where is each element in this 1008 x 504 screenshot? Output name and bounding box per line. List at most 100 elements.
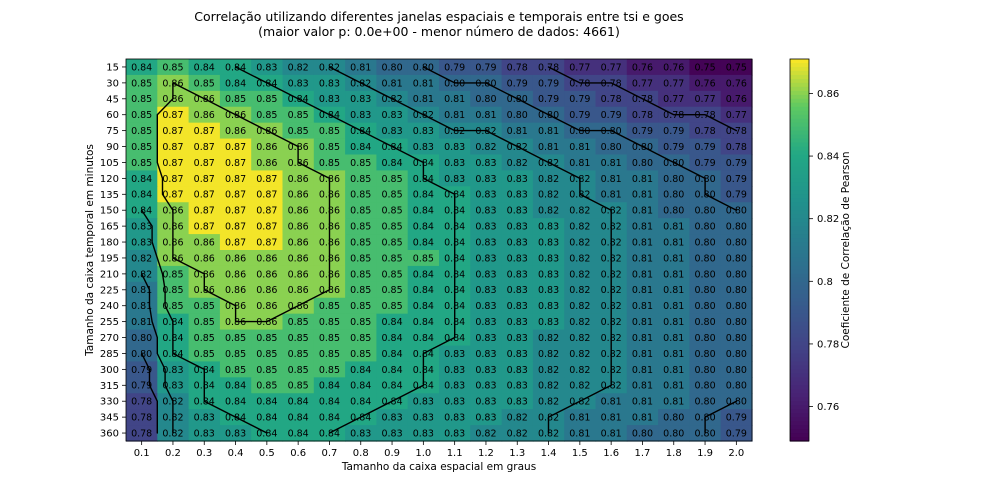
heatmap-cell [407,313,440,331]
cell-value-label: 0.83 [507,222,528,233]
heatmap-cell [470,170,503,187]
cell-value-label: 0.77 [663,94,684,105]
heatmap-cell [376,281,409,299]
heatmap-cell [282,281,315,299]
heatmap-cell [345,170,377,187]
heatmap-cell [126,74,158,92]
colorbar-strip [790,142,809,148]
cell-value-label: 0.82 [444,126,465,137]
colorbar-strip [790,186,809,191]
heatmap-cell [720,234,753,251]
cell-value-label: 0.83 [350,428,371,439]
heatmap-cell [219,202,252,219]
x-tick-label: 1.2 [478,448,494,459]
cell-value-label: 0.81 [632,206,653,217]
cell-value-label: 0.83 [475,381,496,392]
heatmap-cell [626,329,659,347]
cell-value-label: 0.83 [381,110,402,121]
cell-value-label: 0.84 [288,428,309,439]
cell-value-label: 0.84 [444,285,465,296]
cell-value-label: 0.79 [131,365,152,376]
cell-value-label: 0.80 [601,126,622,137]
cell-value-label: 0.87 [194,158,215,169]
cell-value-label: 0.83 [131,222,152,233]
colorbar-strip [790,397,809,402]
cell-value-label: 0.83 [444,365,465,376]
cell-value-label: 0.82 [475,142,496,153]
cell-value-label: 0.79 [507,78,528,89]
heatmap-cell [376,425,409,442]
colorbar-tick-label: 0.78 [817,339,839,350]
y-tick-label: 135 [100,190,119,201]
heatmap-cell [595,409,628,426]
cell-value-label: 0.85 [256,333,277,344]
heatmap-cell [157,170,190,187]
cell-value-label: 0.85 [256,381,277,392]
heatmap-cell [407,250,440,267]
cell-value-label: 0.81 [663,381,684,392]
heatmap-cell [251,138,284,156]
cell-value-label: 0.81 [663,237,684,248]
heatmap-cell [470,329,503,347]
cell-value-label: 0.82 [569,190,590,201]
heatmap-cell [345,138,377,156]
heatmap-cell [313,361,346,378]
heatmap-cell [658,122,690,140]
cell-value-label: 0.85 [288,381,309,392]
colorbar-strip [790,66,809,72]
heatmap-cell [345,218,377,235]
cell-value-label: 0.85 [319,349,340,360]
colorbar-strip [790,289,809,295]
heatmap-cell [376,59,409,76]
heatmap-cell [564,218,597,235]
cell-value-label: 0.85 [350,174,371,185]
heatmap-cell [282,122,315,140]
cell-value-label: 0.81 [632,222,653,233]
cell-value-label: 0.83 [350,94,371,105]
heatmap-cell [376,250,409,267]
cell-value-label: 0.85 [381,269,402,280]
heatmap-cell [720,361,753,378]
cell-value-label: 0.80 [726,349,747,360]
heatmap-cell [720,409,753,426]
cell-value-label: 0.84 [381,397,402,408]
heatmap-cell [564,281,597,299]
cell-value-label: 0.82 [288,62,309,73]
heatmap-cell [251,106,284,124]
y-tick-label: 255 [100,317,119,328]
heatmap-cell [595,138,628,156]
cell-value-label: 0.86 [256,158,277,169]
cell-value-label: 0.85 [194,78,215,89]
cell-value-label: 0.83 [444,381,465,392]
cell-value-label: 0.86 [162,222,183,233]
heatmap-cell [345,90,377,108]
heatmap-cell [720,281,753,299]
heatmap-cell [376,297,409,315]
heatmap-cell [251,234,284,251]
heatmap-cell [689,250,722,267]
colorbar-strip [790,337,809,343]
heatmap-cell [313,329,346,347]
cell-value-label: 0.86 [319,237,340,248]
cell-value-label: 0.87 [194,174,215,185]
cell-value-label: 0.83 [413,126,434,137]
cell-value-label: 0.87 [225,174,246,185]
colorbar-strip [790,198,809,203]
cell-value-label: 0.84 [444,253,465,264]
cell-value-label: 0.80 [726,285,747,296]
cell-value-label: 0.87 [162,190,183,201]
cell-value-label: 0.80 [694,365,715,376]
heatmap-cell [470,265,503,283]
cell-value-label: 0.80 [569,126,590,137]
cell-value-label: 0.79 [601,110,622,121]
heatmap-cell [564,409,597,426]
cell-value-label: 0.85 [319,158,340,169]
heatmap-cell [407,425,440,442]
cell-value-label: 0.78 [632,110,653,121]
cell-value-label: 0.78 [569,78,590,89]
cell-value-label: 0.82 [569,174,590,185]
cell-value-label: 0.86 [256,301,277,312]
cell-value-label: 0.79 [475,62,496,73]
cell-value-label: 0.81 [601,190,622,201]
cell-value-label: 0.82 [601,349,622,360]
